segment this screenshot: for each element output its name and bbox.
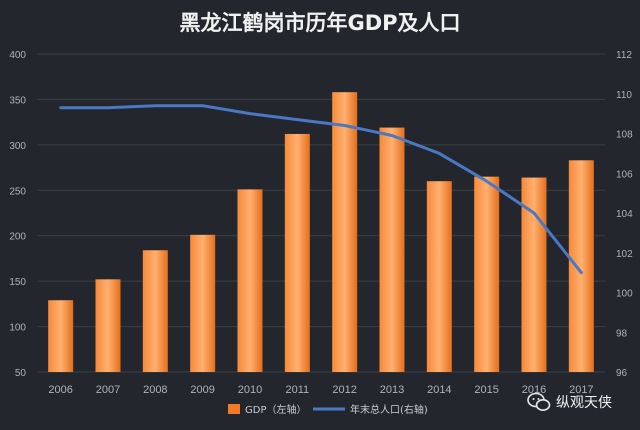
gdp-bar — [521, 177, 547, 372]
x-tick-label: 2012 — [332, 384, 356, 396]
legend-label-population: 年末总人口(右轴) — [350, 403, 428, 416]
population-line — [59, 104, 583, 275]
gdp-bar — [142, 250, 168, 372]
right-tick-label: 96 — [616, 368, 628, 379]
x-axis-ticks: 2006 2007 2008 2009 2010 2011 2012 2013 2014 2015… — [48, 384, 593, 396]
left-tick-label: 200 — [9, 232, 26, 243]
right-tick-label: 100 — [616, 289, 633, 300]
gdp-bar — [426, 181, 452, 372]
x-tick-label: 2016 — [522, 384, 546, 396]
x-tick-label: 2017 — [569, 384, 593, 396]
left-axis-ticks: 50 100 150 200 250 300 350 400 — [9, 50, 26, 379]
right-tick-label: 110 — [616, 90, 632, 101]
wechat-icon — [527, 392, 551, 411]
right-tick-label: 104 — [616, 209, 633, 220]
gdp-bar — [332, 92, 358, 372]
watermark-text: 纵观天侠 — [556, 395, 612, 411]
x-tick-label: 2010 — [238, 384, 262, 396]
x-tick-label: 2008 — [143, 384, 167, 396]
right-tick-label: 108 — [616, 130, 633, 141]
gdp-bar — [190, 234, 216, 372]
left-tick-label: 150 — [9, 277, 26, 288]
x-tick-label: 2011 — [286, 384, 310, 396]
x-tick-label: 2006 — [48, 384, 72, 396]
left-tick-label: 250 — [9, 186, 26, 197]
gdp-bar — [237, 189, 263, 372]
legend-label-gdp: GDP（左轴） — [245, 403, 306, 416]
gdp-bar — [568, 160, 594, 372]
gdp-bars — [48, 92, 594, 372]
watermark: 纵观天侠 — [527, 392, 612, 411]
gdp-bar — [284, 133, 310, 372]
left-tick-label: 50 — [15, 368, 27, 379]
left-tick-label: 350 — [9, 95, 26, 106]
right-tick-label: 106 — [616, 169, 633, 180]
right-tick-label: 112 — [616, 50, 632, 61]
x-tick-label: 2015 — [474, 384, 498, 396]
left-tick-label: 400 — [9, 50, 26, 61]
left-tick-label: 100 — [9, 323, 26, 334]
chart-title: 黑龙江鹤岗市历年GDP及人口 — [179, 11, 460, 35]
gdp-bar — [474, 176, 500, 372]
x-tick-label: 2013 — [380, 384, 404, 396]
gdp-bar — [379, 127, 405, 372]
left-tick-label: 300 — [9, 141, 26, 152]
gdp-bar — [95, 279, 121, 372]
right-axis-ticks: 96 98 100 102 104 106 108 110 112 — [616, 50, 633, 379]
gdp-bar — [48, 300, 74, 372]
grid-lines — [37, 53, 605, 373]
right-tick-label: 98 — [616, 328, 628, 339]
x-tick-label: 2014 — [427, 384, 451, 396]
legend-swatch-gdp — [228, 404, 240, 414]
right-tick-label: 102 — [616, 249, 633, 260]
x-tick-label: 2009 — [190, 384, 214, 396]
legend: GDP（左轴） 年末总人口(右轴) — [228, 403, 428, 416]
x-tick-label: 2007 — [96, 384, 120, 396]
